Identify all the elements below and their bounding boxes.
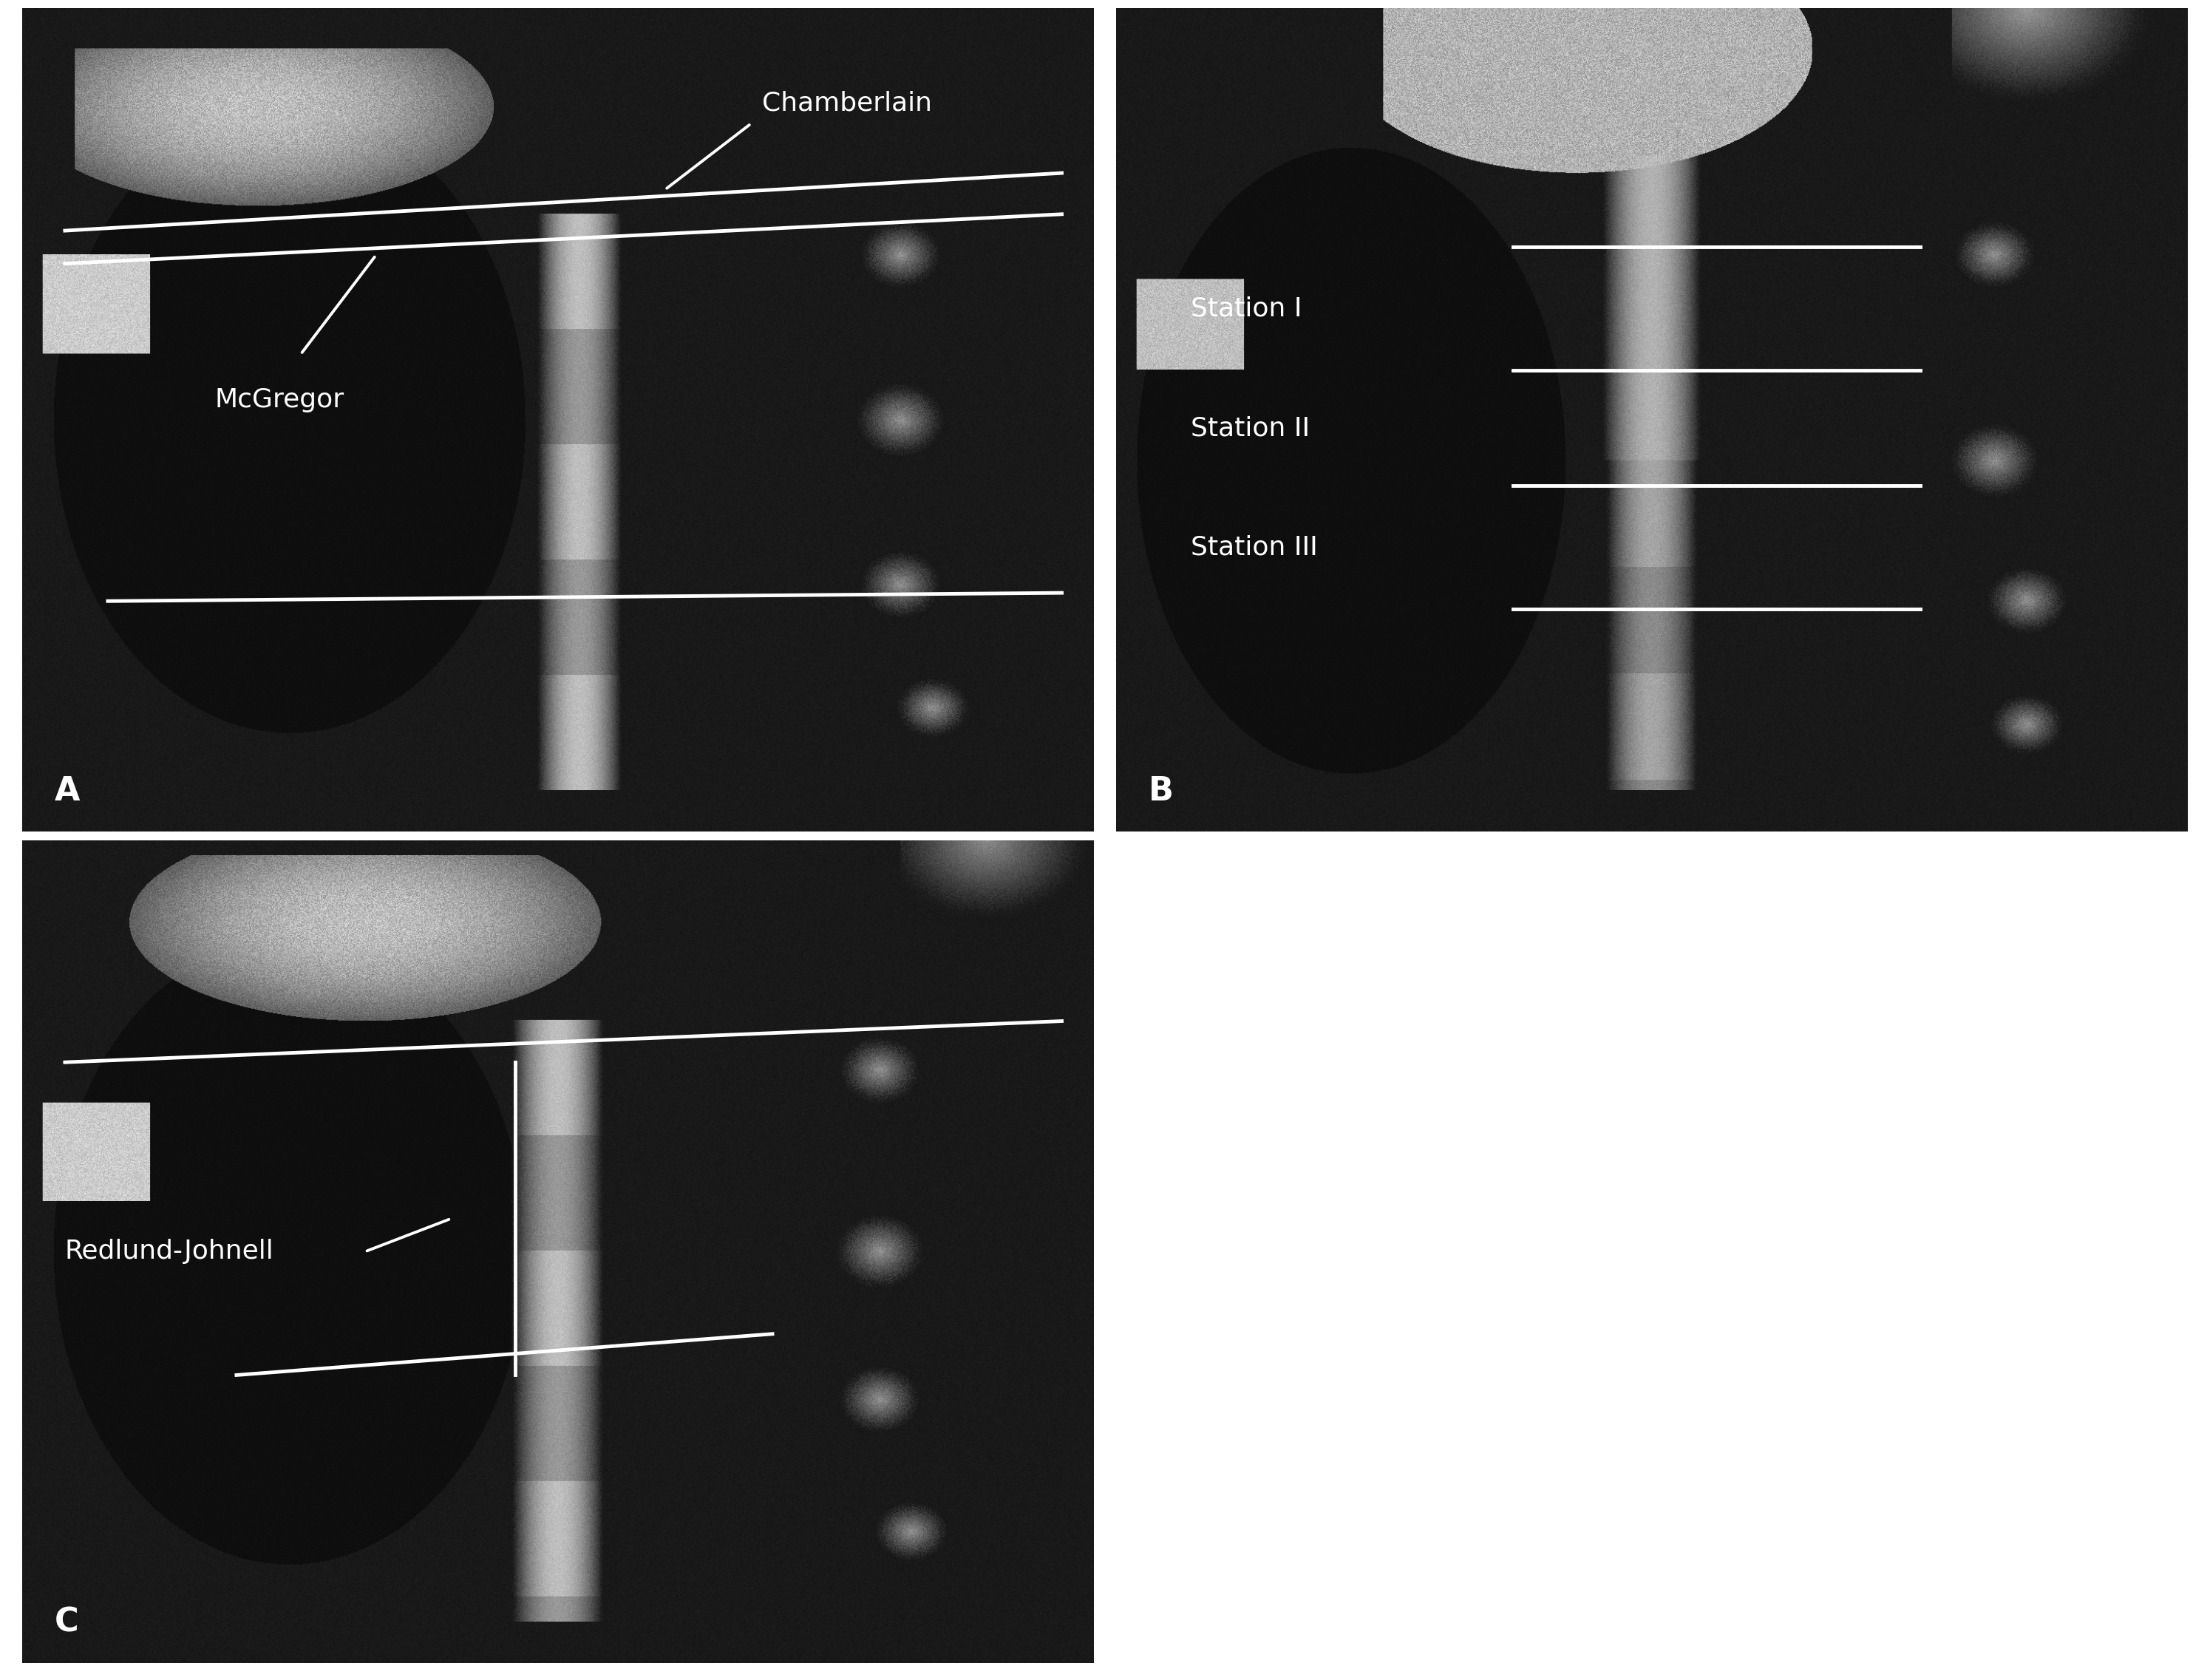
Text: C: C xyxy=(55,1606,80,1638)
Text: B: B xyxy=(1149,774,1174,806)
Text: McGregor: McGregor xyxy=(214,386,345,412)
Text: Redlund-Johnell: Redlund-Johnell xyxy=(64,1240,274,1263)
Text: Chamberlain: Chamberlain xyxy=(762,91,933,116)
Text: Station I: Station I xyxy=(1191,296,1302,321)
Text: A: A xyxy=(55,774,80,806)
Text: Station III: Station III xyxy=(1191,534,1317,559)
Text: Station II: Station II xyxy=(1191,415,1311,440)
